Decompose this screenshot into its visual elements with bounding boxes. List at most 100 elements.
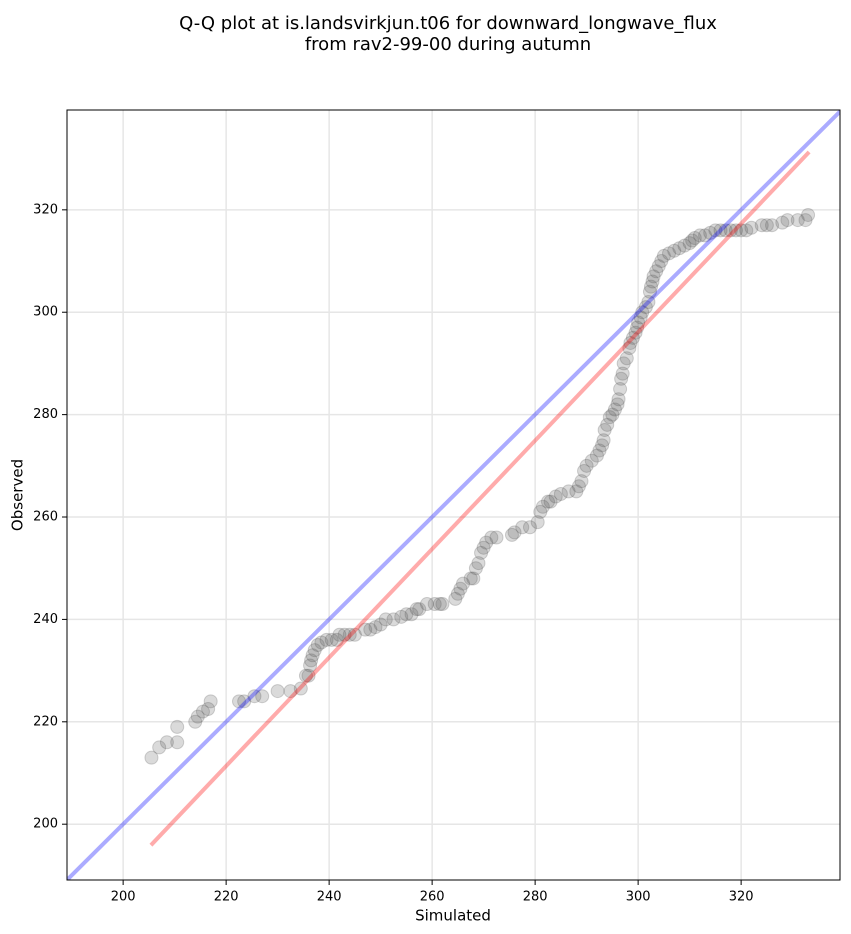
point xyxy=(507,525,522,540)
point xyxy=(283,684,298,699)
chart-title: from rav2-99-00 during autumn xyxy=(305,34,591,55)
point xyxy=(654,254,669,269)
point xyxy=(314,635,329,650)
point xyxy=(605,407,620,422)
point xyxy=(363,622,378,637)
point xyxy=(662,246,677,261)
point xyxy=(412,602,427,617)
plot-area xyxy=(67,110,840,880)
point xyxy=(419,597,434,612)
point xyxy=(319,632,334,647)
point xyxy=(247,689,262,704)
point xyxy=(195,704,210,719)
point xyxy=(698,228,713,243)
point xyxy=(471,556,486,571)
point xyxy=(615,366,630,381)
point xyxy=(504,527,519,542)
point xyxy=(622,341,637,356)
point xyxy=(765,218,780,233)
point xyxy=(628,325,643,340)
point xyxy=(432,597,447,612)
point xyxy=(631,315,646,330)
point xyxy=(579,458,594,473)
x-tick-label: 220 xyxy=(214,890,239,905)
point xyxy=(744,220,759,235)
point xyxy=(553,486,568,501)
point xyxy=(329,632,344,647)
point xyxy=(623,335,638,350)
reference-line xyxy=(67,110,840,880)
point xyxy=(595,438,610,453)
point xyxy=(739,223,754,238)
point xyxy=(610,397,625,412)
point xyxy=(577,463,592,478)
point xyxy=(592,443,607,458)
point xyxy=(548,489,563,504)
point xyxy=(170,735,185,750)
point xyxy=(734,223,749,238)
point xyxy=(450,586,465,601)
point xyxy=(373,617,388,632)
point xyxy=(642,284,657,299)
point xyxy=(543,494,558,509)
point xyxy=(602,410,617,425)
point xyxy=(798,213,813,228)
point xyxy=(619,351,634,366)
y-tick-label: 300 xyxy=(33,305,58,320)
point xyxy=(692,228,707,243)
point xyxy=(616,356,631,371)
y-axis-label: Observed xyxy=(9,459,27,531)
point xyxy=(386,612,401,627)
point xyxy=(533,504,548,519)
x-tick-label: 320 xyxy=(729,890,754,905)
point xyxy=(332,627,347,642)
point xyxy=(672,241,687,256)
point xyxy=(409,602,424,617)
point xyxy=(310,638,325,653)
x-tick-label: 200 xyxy=(111,890,136,905)
point xyxy=(775,215,790,230)
point xyxy=(468,561,483,576)
x-axis-label: Simulated xyxy=(415,907,491,925)
point xyxy=(625,330,640,345)
point xyxy=(677,238,692,253)
point xyxy=(574,474,589,489)
point xyxy=(728,223,743,238)
point xyxy=(571,479,586,494)
reference-line xyxy=(149,150,811,847)
point xyxy=(630,320,645,335)
chart-title: Q-Q plot at is.landsvirkjun.t06 for down… xyxy=(179,13,717,34)
point xyxy=(190,709,205,724)
point xyxy=(759,218,774,233)
point xyxy=(600,417,615,432)
point xyxy=(667,243,682,258)
point xyxy=(703,225,718,240)
point xyxy=(427,597,442,612)
point xyxy=(293,681,308,696)
point xyxy=(780,213,795,228)
point xyxy=(358,622,373,637)
y-tick-label: 260 xyxy=(33,510,58,525)
point xyxy=(687,230,702,245)
point xyxy=(394,609,409,624)
point xyxy=(613,382,628,397)
y-tick-label: 280 xyxy=(33,407,58,422)
point xyxy=(188,714,203,729)
point xyxy=(561,484,576,499)
point xyxy=(541,494,556,509)
point xyxy=(232,694,247,709)
point xyxy=(713,223,728,238)
point xyxy=(535,499,550,514)
plot-frame xyxy=(66,109,841,881)
point xyxy=(651,259,666,274)
point xyxy=(643,279,658,294)
point xyxy=(463,571,478,586)
point xyxy=(589,448,604,463)
point xyxy=(170,719,185,734)
point xyxy=(646,269,661,284)
point xyxy=(144,750,159,765)
point xyxy=(337,627,352,642)
point xyxy=(305,648,320,663)
point xyxy=(301,668,316,683)
point xyxy=(270,684,285,699)
